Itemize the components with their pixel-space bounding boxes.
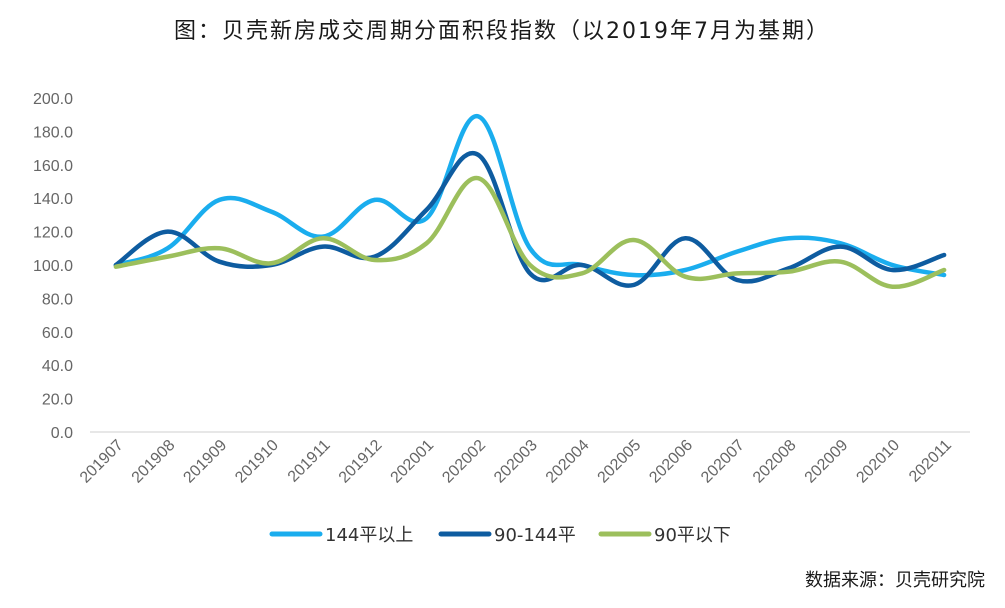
legend-label-3: 90平以下 — [654, 525, 731, 546]
legend: 144平以上 90-144平 90平以下 — [269, 525, 731, 546]
y-tick-label: 60.0 — [42, 325, 73, 342]
y-tick-label: 80.0 — [42, 291, 73, 308]
legend-label-1: 144平以上 — [325, 525, 413, 546]
x-tick-label: 202003 — [491, 437, 541, 487]
x-tick-label: 201907 — [77, 437, 127, 487]
series-line-3 — [113, 175, 947, 289]
series-line-1 — [113, 114, 947, 278]
y-tick-label: 200.0 — [33, 91, 73, 108]
x-axis-labels: 201907 201908 201909 201910 201911 201912 2020… — [77, 437, 955, 487]
y-tick-label: 0.0 — [51, 425, 73, 442]
x-tick-label: 202006 — [646, 437, 696, 487]
x-tick-label: 201911 — [285, 437, 334, 486]
y-tick-label: 180.0 — [33, 124, 73, 141]
y-tick-label: 120.0 — [33, 225, 73, 242]
x-tick-label: 201909 — [180, 437, 230, 487]
x-tick-label: 202005 — [595, 437, 645, 487]
y-tick-label: 100.0 — [33, 258, 73, 275]
x-tick-label: 202010 — [853, 437, 903, 487]
x-tick-label: 202009 — [802, 437, 852, 487]
legend-label-2: 90-144平 — [494, 525, 576, 546]
x-tick-label: 202002 — [439, 437, 489, 487]
y-tick-label: 140.0 — [33, 191, 73, 208]
x-tick-label: 201912 — [336, 437, 386, 487]
x-tick-label: 202001 — [388, 437, 438, 487]
y-axis-labels: 0.0 20.0 40.0 60.0 80.0 100.0 120.0 140.0 160.0 1… — [33, 91, 73, 442]
series-line-2 — [113, 150, 947, 288]
source-note: 数据来源：贝壳研究院 — [805, 570, 985, 591]
x-tick-label: 201910 — [232, 437, 282, 487]
x-tick-label: 202007 — [698, 437, 748, 487]
y-tick-label: 20.0 — [42, 392, 73, 409]
y-tick-label: 40.0 — [42, 358, 73, 375]
x-tick-label: 201908 — [129, 437, 179, 487]
x-tick-label: 202011 — [906, 437, 955, 486]
y-tick-label: 160.0 — [33, 158, 73, 175]
series-lines — [113, 114, 947, 289]
x-tick-label: 202008 — [750, 437, 800, 487]
chart-title: 图：贝壳新房成交周期分面积段指数（以2019年7月为基期） — [174, 19, 830, 44]
x-tick-label: 202004 — [543, 437, 593, 487]
